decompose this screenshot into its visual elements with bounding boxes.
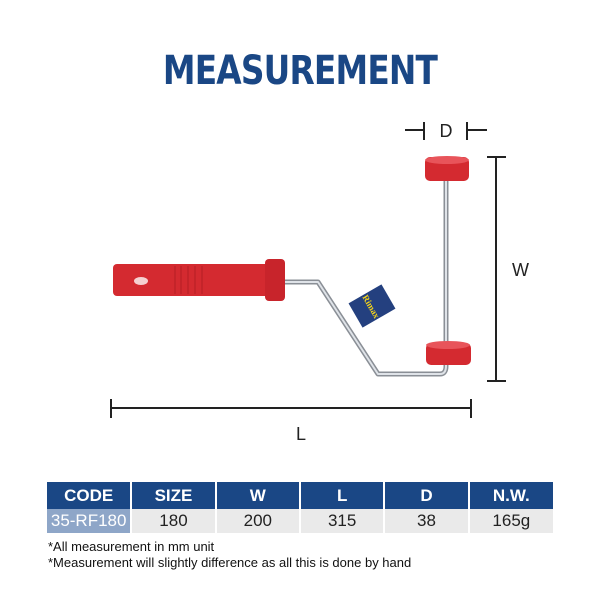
roller-frame-rod <box>285 170 449 377</box>
header-d: D <box>384 482 470 509</box>
brand-tag: Rimax <box>348 284 396 328</box>
w-dimension <box>487 156 506 382</box>
d-label: D <box>440 121 453 141</box>
note-unit: *All measurement in mm unit <box>48 539 215 554</box>
table-header-row: CODE SIZE W L D N.W. <box>47 482 553 509</box>
table-row: 35-RF180 180 200 315 38 165g <box>47 509 553 533</box>
header-l: L <box>299 482 386 509</box>
d-dimension <box>405 122 487 140</box>
roller-end-cap-top <box>425 156 469 181</box>
l-dimension <box>110 399 472 418</box>
roller-end-cap-bottom <box>426 341 471 365</box>
l-label: L <box>296 424 306 444</box>
handle <box>113 259 285 301</box>
header-w: W <box>215 482 301 509</box>
note-handmade: *Measurement will slightly difference as… <box>48 555 412 570</box>
header-size: SIZE <box>131 482 217 509</box>
cell-l: 315 <box>299 509 386 533</box>
header-nw: N.W. <box>468 482 553 509</box>
cell-w: 200 <box>215 509 301 533</box>
cell-code: 35-RF180 <box>47 509 133 533</box>
page-title: MEASUREMENT <box>162 48 438 94</box>
spec-table: CODE SIZE W L D N.W. 35-RF180 180 200 31… <box>47 482 553 533</box>
notes: *All measurement in mm unit *Measurement… <box>48 539 411 571</box>
w-label: W <box>512 260 529 280</box>
header-code: CODE <box>47 482 133 509</box>
cell-nw: 165g <box>468 509 553 533</box>
cell-size: 180 <box>131 509 217 533</box>
cell-d: 38 <box>384 509 470 533</box>
